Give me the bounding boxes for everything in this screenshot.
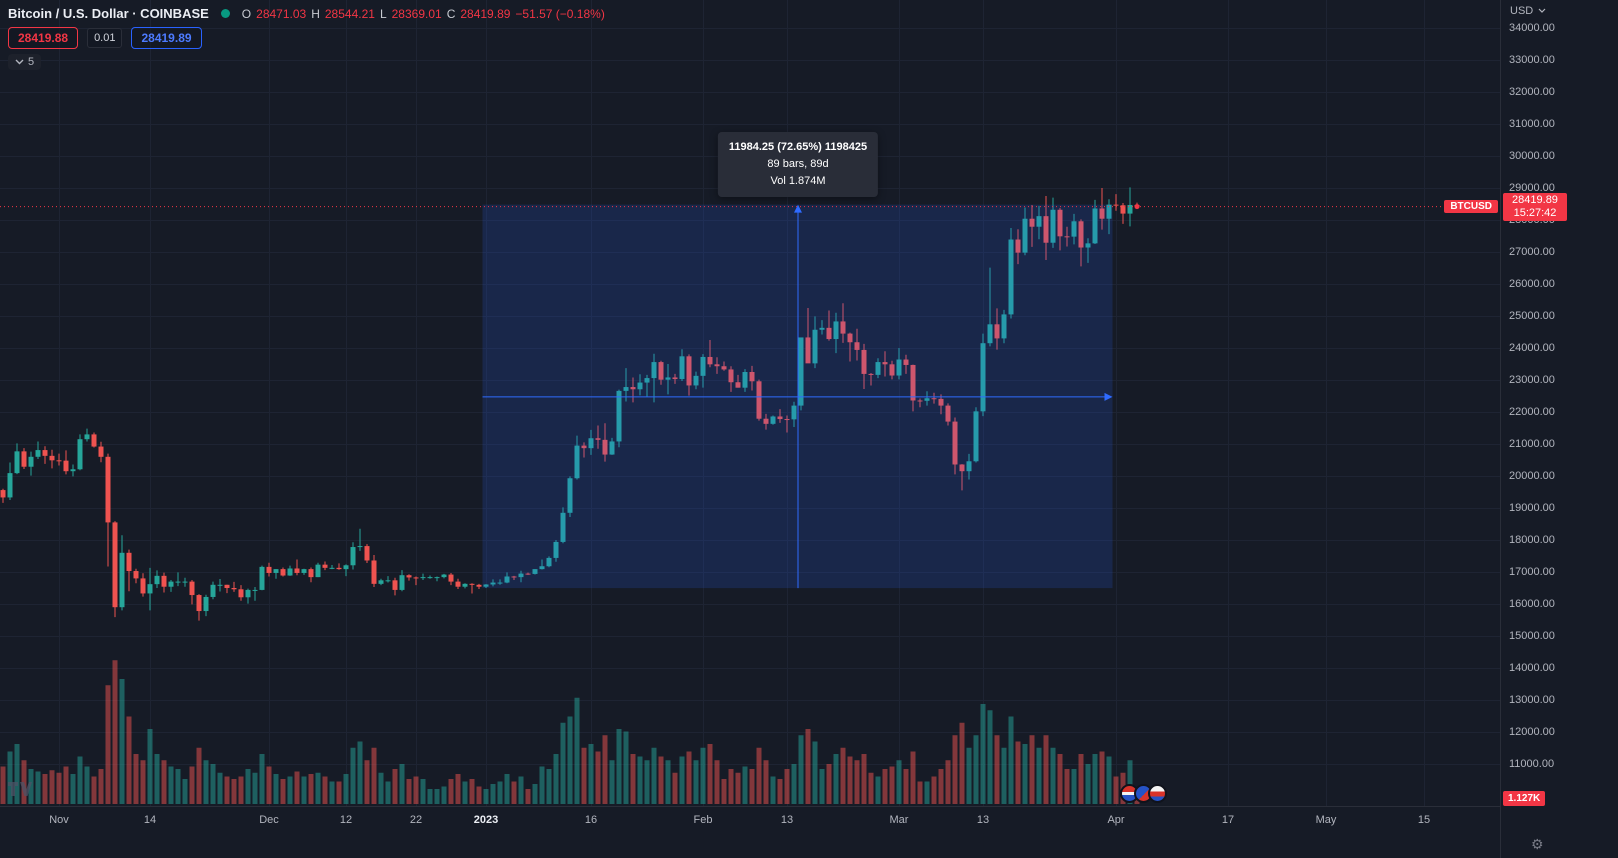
- measure-bar-count: 89 bars, 89d: [767, 158, 829, 171]
- price-axis-label: 34000.00: [1509, 22, 1555, 34]
- price-axis-label: 29000.00: [1509, 182, 1555, 194]
- price-axis-label: 16000.00: [1509, 598, 1555, 610]
- time-axis-label: Apr: [1107, 814, 1125, 826]
- price-axis-label: 14000.00: [1509, 662, 1555, 674]
- time-axis-label: Nov: [49, 814, 69, 826]
- last-price-value: 28419.89: [1512, 193, 1558, 206]
- flag-icon[interactable]: [1148, 784, 1167, 803]
- chart-canvas[interactable]: Bitcoin / U.S. Dollar · COINBASE O 28471…: [0, 0, 1500, 806]
- ohlc-close-value: 28419.89: [460, 6, 511, 21]
- legend-collapse-chip[interactable]: 5: [8, 54, 42, 70]
- time-axis[interactable]: Nov 14 Dec 12 22 2023 16 Feb 13 Mar 13 Apr 17 May 15: [0, 806, 1500, 858]
- price-axis-label: 25000.00: [1509, 310, 1555, 322]
- time-axis-label: 22: [409, 814, 423, 826]
- price-axis-label: 22000.00: [1509, 406, 1555, 418]
- order-quantity-field[interactable]: 0.01: [87, 28, 123, 48]
- time-axis-label: 13: [780, 814, 794, 826]
- last-price-line: [0, 204, 1500, 210]
- broker-flag-icons: [1120, 784, 1167, 803]
- sell-button[interactable]: 28419.88: [8, 27, 79, 49]
- ohlc-close-label: C: [446, 6, 456, 21]
- time-axis-label: 15: [1417, 814, 1431, 826]
- market-status-icon[interactable]: [220, 9, 230, 18]
- time-axis-label: 12: [339, 814, 353, 826]
- price-axis-label: 20000.00: [1509, 470, 1555, 482]
- volume-value-badge: 1.127K: [1503, 791, 1546, 806]
- buy-button[interactable]: 28419.89: [131, 27, 202, 49]
- grid-lines: [0, 0, 1500, 806]
- price-axis-label: 17000.00: [1509, 566, 1555, 578]
- currency-selector[interactable]: USD: [1501, 0, 1618, 21]
- price-axis-label: 27000.00: [1509, 246, 1555, 258]
- currency-label: USD: [1510, 4, 1534, 17]
- ohlc-open-value: 28471.03: [256, 6, 307, 21]
- price-axis-label: 18000.00: [1509, 534, 1555, 546]
- price-axis-label: 23000.00: [1509, 374, 1555, 386]
- measure-volume: Vol 1.874M: [770, 175, 826, 188]
- symbol-legend: Bitcoin / U.S. Dollar · COINBASE O 28471…: [8, 6, 605, 21]
- price-axis-label: 30000.00: [1509, 150, 1555, 162]
- time-axis-label: 14: [143, 814, 157, 826]
- ohlc-high-label: H: [311, 6, 320, 21]
- chevron-down-icon: [1538, 8, 1546, 13]
- candlestick-series: [0, 187, 1140, 621]
- price-axis-label: 19000.00: [1509, 502, 1555, 514]
- time-axis-label: Mar: [889, 814, 909, 826]
- indicator-count: 5: [28, 56, 35, 68]
- price-axis[interactable]: USD 34000.00 33000.00 32000.00 31000.00 3000…: [1500, 0, 1618, 858]
- measure-price-range: 11984.25 (72.65%) 1198425: [728, 141, 868, 153]
- ohlc-high-value: 28544.21: [324, 6, 375, 21]
- price-line-symbol-badge: BTCUSD: [1444, 199, 1498, 213]
- time-axis-label: Dec: [259, 814, 279, 826]
- price-axis-label: 12000.00: [1509, 726, 1555, 738]
- ohlc-low-value: 28369.01: [391, 6, 442, 21]
- time-axis-label: 13: [976, 814, 990, 826]
- time-axis-label: Feb: [693, 814, 713, 826]
- price-axis-label: 33000.00: [1509, 54, 1555, 66]
- time-axis-label: May: [1315, 814, 1337, 826]
- chevron-down-icon: [15, 59, 24, 65]
- price-axis-label: 32000.00: [1509, 86, 1555, 98]
- time-axis-label: 16: [584, 814, 598, 826]
- price-axis-label: 26000.00: [1509, 278, 1555, 290]
- bar-close-countdown: 15:27:42: [1513, 206, 1557, 219]
- instant-order-panel: 28419.88 0.01 28419.89: [8, 27, 202, 49]
- price-axis-label: 21000.00: [1509, 438, 1555, 450]
- symbol-title[interactable]: Bitcoin / U.S. Dollar · COINBASE: [8, 6, 209, 21]
- ohlc-open-label: O: [241, 6, 252, 21]
- price-axis-label: 15000.00: [1509, 630, 1555, 642]
- price-axis-label: 31000.00: [1509, 118, 1555, 130]
- price-axis-label: 24000.00: [1509, 342, 1555, 354]
- price-axis-label: 11000.00: [1509, 758, 1555, 770]
- time-axis-label: 2023: [473, 814, 499, 826]
- time-axis-label: 17: [1221, 814, 1235, 826]
- tradingview-logo-icon[interactable]: [8, 782, 32, 802]
- last-price-badge: 28419.89 15:27:42: [1503, 192, 1567, 221]
- volume-series: [0, 660, 1140, 804]
- candlestick-chart[interactable]: [0, 0, 1500, 806]
- price-axis-label: 13000.00: [1509, 694, 1555, 706]
- axis-settings-gear-icon[interactable]: ⚙: [1531, 836, 1544, 852]
- ohlc-values: O 28471.03 H 28544.21 L 28369.01 C 28419…: [242, 7, 605, 21]
- ohlc-change: −51.57 (−0.18%): [515, 6, 605, 21]
- measure-tooltip: 11984.25 (72.65%) 1198425 89 bars, 89d V…: [717, 132, 879, 198]
- ohlc-low-label: L: [379, 6, 387, 21]
- measure-tool-overlay: [482, 204, 1113, 589]
